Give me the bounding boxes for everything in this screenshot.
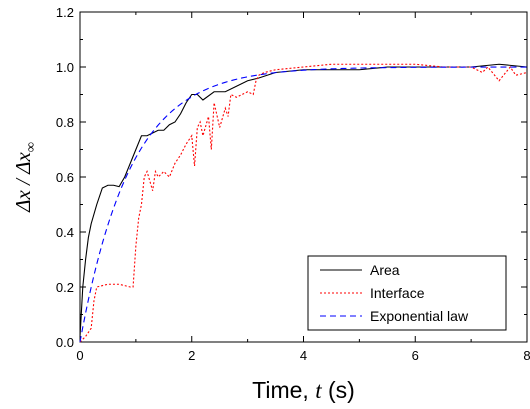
legend-label-interface: Interface [370,285,425,301]
series-line-exponential-law [79,66,527,343]
y-tick-label: 0.2 [56,280,74,295]
x-axis: 0 2 4 6 8 [76,12,530,363]
y-tick-label: 0.6 [56,170,74,185]
y-tick-label: 0.4 [56,225,74,240]
legend: Area Interface Exponential law [307,255,507,331]
x-axis-label: Time, t (s) [252,377,355,403]
y-tick-label: 1.0 [56,60,74,75]
x-tick-label: 6 [412,348,419,363]
x-tick-label: 0 [76,348,83,363]
y-tick-label: 1.2 [56,5,74,20]
y-axis: 0.0 0.2 0.4 0.6 0.8 1.0 1.2 [56,5,527,350]
series-group [79,63,528,343]
x-tick-label: 2 [188,348,195,363]
y-tick-label: 0.0 [56,335,74,350]
legend-label-exponential-law: Exponential law [370,308,469,324]
x-tick-label: 8 [523,348,530,363]
series-line-area [79,63,528,337]
y-tick-label: 0.8 [56,115,74,130]
series-line-interface [79,63,528,343]
legend-label-area: Area [370,262,400,278]
x-tick-label: 4 [300,348,307,363]
y-axis-label: Δx / Δx∞ [11,142,39,213]
